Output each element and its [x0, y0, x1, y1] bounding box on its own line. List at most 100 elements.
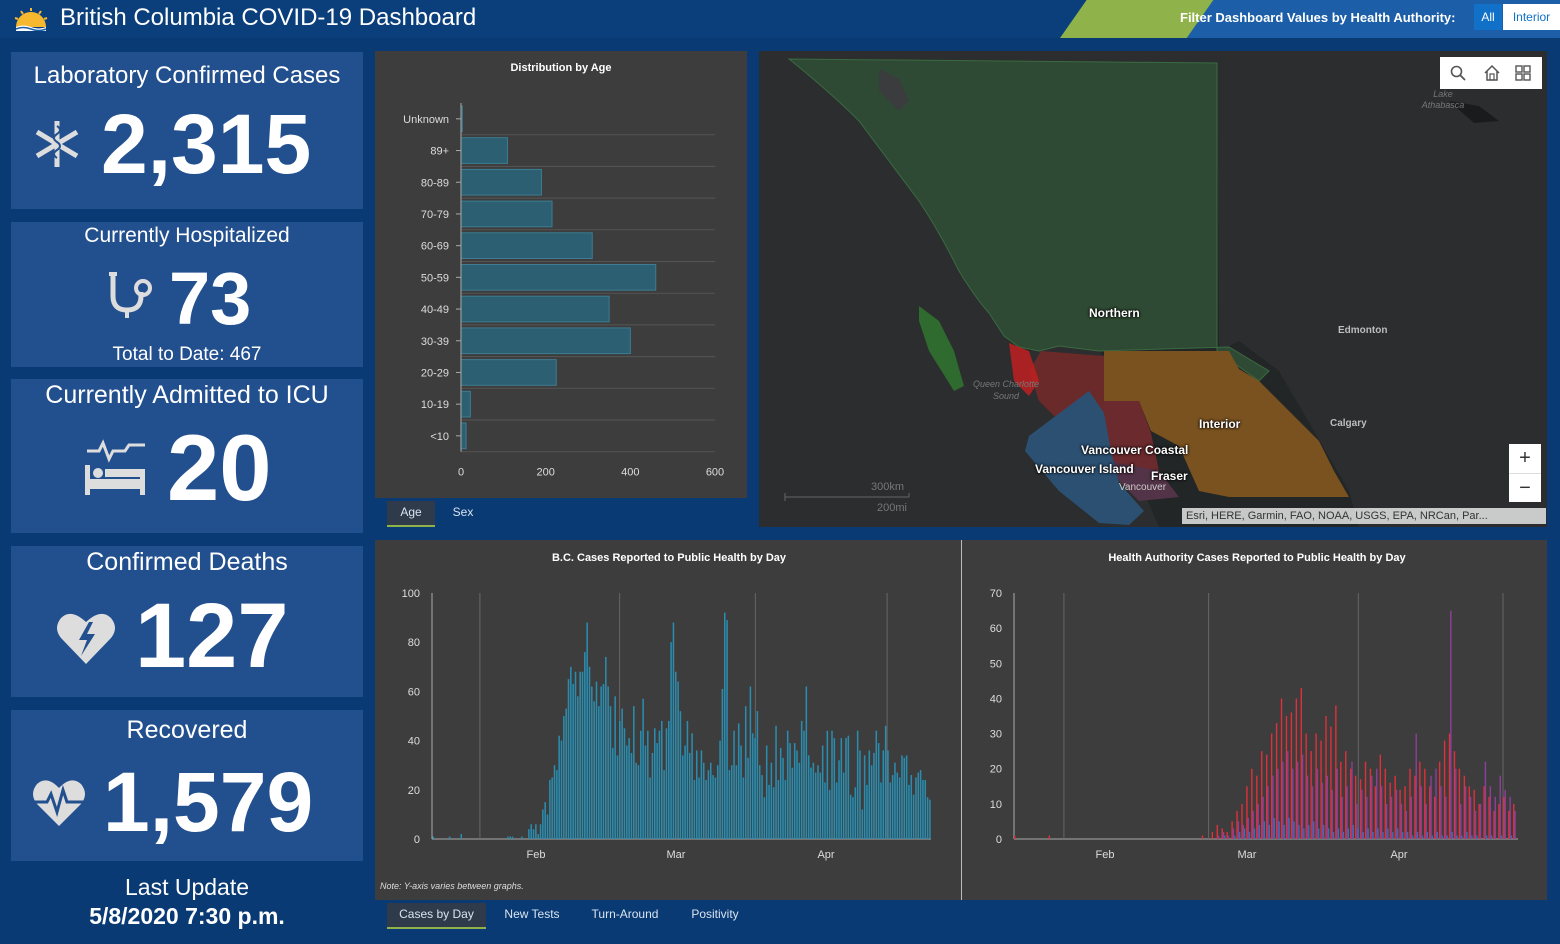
ha-day-bar	[1351, 761, 1353, 839]
ha-day-bar	[1416, 831, 1419, 839]
ha-day-bar	[1257, 803, 1259, 839]
ha-day-bar	[1385, 803, 1388, 839]
day-bar	[614, 696, 616, 839]
ha-day-bar	[1513, 803, 1515, 839]
tab-age[interactable]: Age	[387, 501, 435, 527]
ha-day-bar	[1311, 786, 1314, 839]
day-bar	[654, 728, 656, 839]
day-bar	[672, 622, 675, 839]
zoom-out-button[interactable]: −	[1519, 477, 1531, 499]
hospitalized-total-to-date: Total to Date: 467	[112, 344, 262, 365]
ha-day-bar	[1434, 796, 1436, 839]
day-bar	[852, 797, 854, 839]
day-bar	[905, 755, 908, 839]
ha-day-bar	[1367, 828, 1369, 839]
day-bar	[612, 747, 614, 839]
day-bar	[677, 681, 679, 839]
confirmed-cases-card: Laboratory Confirmed Cases 2,315	[11, 52, 363, 209]
day-bar	[819, 772, 822, 839]
home-icon[interactable]	[1483, 64, 1501, 82]
day-bar	[616, 755, 619, 839]
day-bar	[812, 762, 815, 839]
day-bar	[733, 730, 735, 839]
ha-day-bar	[1453, 751, 1456, 839]
ha-day-bar	[1414, 775, 1416, 839]
basemap-gallery-icon[interactable]	[1515, 65, 1531, 81]
day-bar	[842, 772, 845, 839]
day-bar	[765, 745, 768, 839]
ha-day-bar	[1420, 786, 1422, 839]
day-bar	[628, 738, 630, 839]
medical-star-icon	[35, 121, 79, 167]
filter-option-interior[interactable]: Interior	[1503, 4, 1560, 30]
day-bar	[917, 772, 920, 839]
ha-day-bar	[1321, 782, 1324, 839]
day-bar	[838, 760, 840, 839]
day-bar	[824, 782, 826, 839]
filter-option-all[interactable]: All	[1474, 4, 1502, 30]
ha-day-bar	[1236, 810, 1238, 839]
day-bar	[737, 723, 740, 839]
tab-turn-around[interactable]: Turn-Around	[591, 907, 659, 921]
ha-day-bar	[1347, 828, 1350, 839]
day-bar	[577, 696, 579, 839]
map-water-queen-charlotte-sound: Queen Charlotte Sound	[972, 379, 1040, 401]
ha-day-bar	[1404, 786, 1406, 839]
day-bar	[849, 794, 852, 839]
ha-day-bar	[1270, 733, 1273, 839]
ha-day-bar	[1332, 831, 1335, 839]
day-bar	[726, 620, 728, 839]
day-bar	[859, 750, 861, 839]
day-bar	[828, 789, 831, 839]
ha-day-bar	[1253, 828, 1256, 839]
ha-day-bar	[1313, 821, 1315, 839]
ha-day-bar	[1456, 835, 1458, 839]
ha-day-bar	[1392, 831, 1394, 839]
ha-day-bar	[1438, 761, 1441, 839]
day-bar	[896, 772, 899, 839]
x-tick-label: 200	[536, 467, 554, 479]
health-authority-map[interactable]: Northern Interior Vancouver Coastal Vanc…	[759, 51, 1547, 527]
y-tick-label: 60	[990, 623, 1002, 635]
tab-new-tests[interactable]: New Tests	[504, 907, 560, 921]
day-bar	[530, 824, 532, 839]
chart-title: Distribution by Age	[510, 62, 611, 74]
ha-day-bar	[1479, 803, 1482, 839]
tab-positivity[interactable]: Positivity	[691, 907, 739, 921]
day-bar	[747, 757, 749, 839]
day-bar	[889, 782, 892, 839]
day-bar	[782, 757, 784, 839]
ha-day-bar	[1397, 828, 1399, 839]
ha-day-bar	[1362, 831, 1364, 839]
tab-sex[interactable]: Sex	[452, 505, 474, 519]
y-tick-label: 0	[996, 834, 1002, 846]
day-bar	[835, 782, 838, 839]
ha-day-bar	[1445, 796, 1447, 839]
bottom-panel-tabs: Cases by Day New Tests Turn-Around Posit…	[387, 903, 787, 929]
ha-day-bar	[1296, 761, 1299, 839]
ha-day-bar	[1346, 786, 1348, 839]
ha-day-bar	[1234, 835, 1236, 839]
search-icon[interactable]	[1450, 65, 1466, 81]
ha-day-bar	[1247, 817, 1249, 839]
ha-day-bar	[1330, 726, 1332, 839]
map-city-vancouver: Vancouver	[1119, 482, 1167, 493]
day-bar	[507, 836, 509, 839]
ha-day-bar	[1464, 786, 1467, 839]
ha-day-bar	[1342, 831, 1345, 839]
ha-day-bar	[1402, 831, 1404, 839]
day-bar	[884, 725, 887, 839]
y-axis-note: Note: Y-axis varies between graphs.	[380, 881, 524, 891]
map-canvas[interactable]	[759, 51, 1547, 527]
age-bar	[460, 232, 593, 260]
ha-day-bar	[1350, 768, 1352, 839]
tab-cases-by-day[interactable]: Cases by Day	[387, 903, 486, 929]
ha-day-bar	[1411, 835, 1414, 839]
ha-day-bar	[1366, 796, 1368, 839]
zoom-in-button[interactable]: +	[1509, 444, 1541, 474]
ha-day-bar	[1301, 754, 1304, 839]
ha-day-bar	[1415, 733, 1417, 839]
ha-day-bar	[1352, 824, 1354, 839]
hospitalized-card: Currently Hospitalized 73 Total to Date:…	[11, 222, 363, 367]
day-bar	[572, 684, 574, 839]
